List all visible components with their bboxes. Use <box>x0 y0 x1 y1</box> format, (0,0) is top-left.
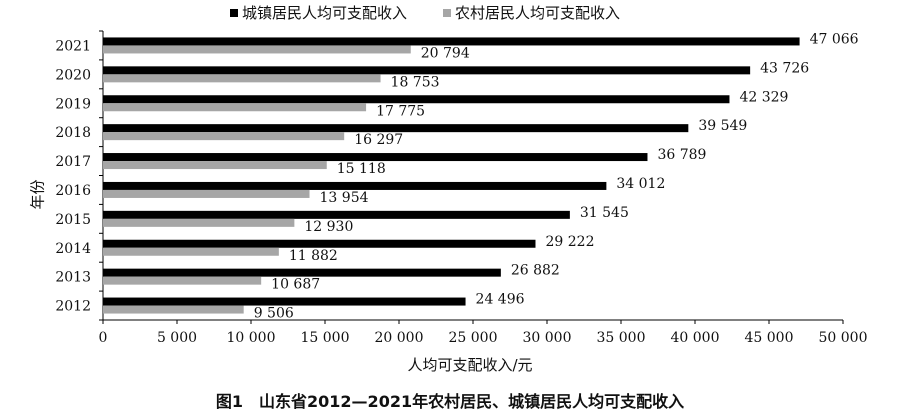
x-axis-label: 人均可支配收入/元 <box>407 356 533 374</box>
data-label-rural: 9 506 <box>254 306 294 322</box>
y-tick-label: 2013 <box>55 270 91 286</box>
data-label-urban: 36 789 <box>657 147 706 163</box>
bar-urban <box>103 37 800 46</box>
legend-label-urban: 城镇居民人均可支配收入 <box>242 4 408 22</box>
data-label-urban: 43 726 <box>760 60 809 76</box>
data-label-rural: 18 753 <box>391 74 440 90</box>
data-label-urban: 31 545 <box>580 205 629 221</box>
y-tick-label: 2019 <box>55 96 91 112</box>
bar-urban <box>103 66 751 75</box>
data-label-rural: 13 954 <box>320 190 369 206</box>
data-label-urban: 42 329 <box>739 89 788 105</box>
x-tick-label: 0 <box>99 330 108 346</box>
x-tick-label: 10 000 <box>227 330 276 346</box>
bar-rural <box>103 74 381 83</box>
bar-rural <box>103 45 411 54</box>
data-label-rural: 20 794 <box>421 45 470 61</box>
bar-rural <box>103 161 327 170</box>
legend-item-rural: 农村居民人均可支配收入 <box>443 2 620 23</box>
data-label-urban: 29 222 <box>545 234 594 250</box>
bar-urban <box>103 181 607 190</box>
bar-rural <box>103 276 262 285</box>
x-tick-label: 5 000 <box>157 330 197 346</box>
data-label-urban: 47 066 <box>810 31 859 47</box>
x-tick-label: 15 000 <box>301 330 350 346</box>
bar-urban <box>103 210 570 219</box>
x-tick-label: 25 000 <box>449 330 498 346</box>
bar-rural <box>103 189 310 198</box>
figure-caption: 图1 山东省2012—2021年农村居民、城镇居民人均可支配收入 <box>215 392 685 411</box>
y-tick-label: 2017 <box>55 154 91 170</box>
x-tick-label: 50 000 <box>819 330 868 346</box>
data-label-rural: 12 930 <box>304 219 353 235</box>
data-label-rural: 11 882 <box>289 248 338 264</box>
bar-urban <box>103 268 501 277</box>
data-label-rural: 17 775 <box>376 103 425 119</box>
x-tick-label: 40 000 <box>671 330 720 346</box>
bar-urban <box>103 297 466 306</box>
bar-rural <box>103 218 295 227</box>
bar-rural <box>103 305 244 314</box>
data-label-rural: 16 297 <box>354 132 403 148</box>
legend-swatch-rural <box>443 8 452 17</box>
data-label-urban: 26 882 <box>511 263 560 279</box>
bar-urban <box>103 124 689 133</box>
y-tick-label: 2018 <box>55 125 91 141</box>
bar-rural <box>103 132 345 141</box>
bar-rural <box>103 103 367 112</box>
y-tick-label: 2015 <box>55 212 91 228</box>
y-tick-label: 2020 <box>55 67 91 83</box>
legend-swatch-urban <box>230 8 238 17</box>
data-label-urban: 34 012 <box>616 176 665 192</box>
x-tick-label: 20 000 <box>375 330 424 346</box>
bar-urban <box>103 239 536 248</box>
y-tick-label: 2012 <box>55 299 91 315</box>
bar-urban <box>103 95 730 104</box>
legend-label-rural: 农村居民人均可支配收入 <box>455 4 621 22</box>
data-label-urban: 39 549 <box>698 118 747 134</box>
x-tick-label: 30 000 <box>523 330 572 346</box>
data-label-rural: 10 687 <box>271 277 320 293</box>
x-tick-label: 45 000 <box>745 330 794 346</box>
y-tick-label: 2016 <box>55 183 91 199</box>
y-axis-label: 年份 <box>28 179 47 210</box>
x-tick-label: 35 000 <box>597 330 646 346</box>
data-label-rural: 15 118 <box>337 161 386 177</box>
legend-item-urban: 城镇居民人均可支配收入 <box>230 2 407 23</box>
bar-urban <box>103 153 648 162</box>
bar-rural <box>103 247 279 256</box>
y-tick-label: 2021 <box>55 38 91 54</box>
chart-legend: 城镇居民人均可支配收入 农村居民人均可支配收入 <box>230 2 620 23</box>
y-tick-label: 2014 <box>55 241 91 257</box>
data-label-urban: 24 496 <box>476 292 525 308</box>
